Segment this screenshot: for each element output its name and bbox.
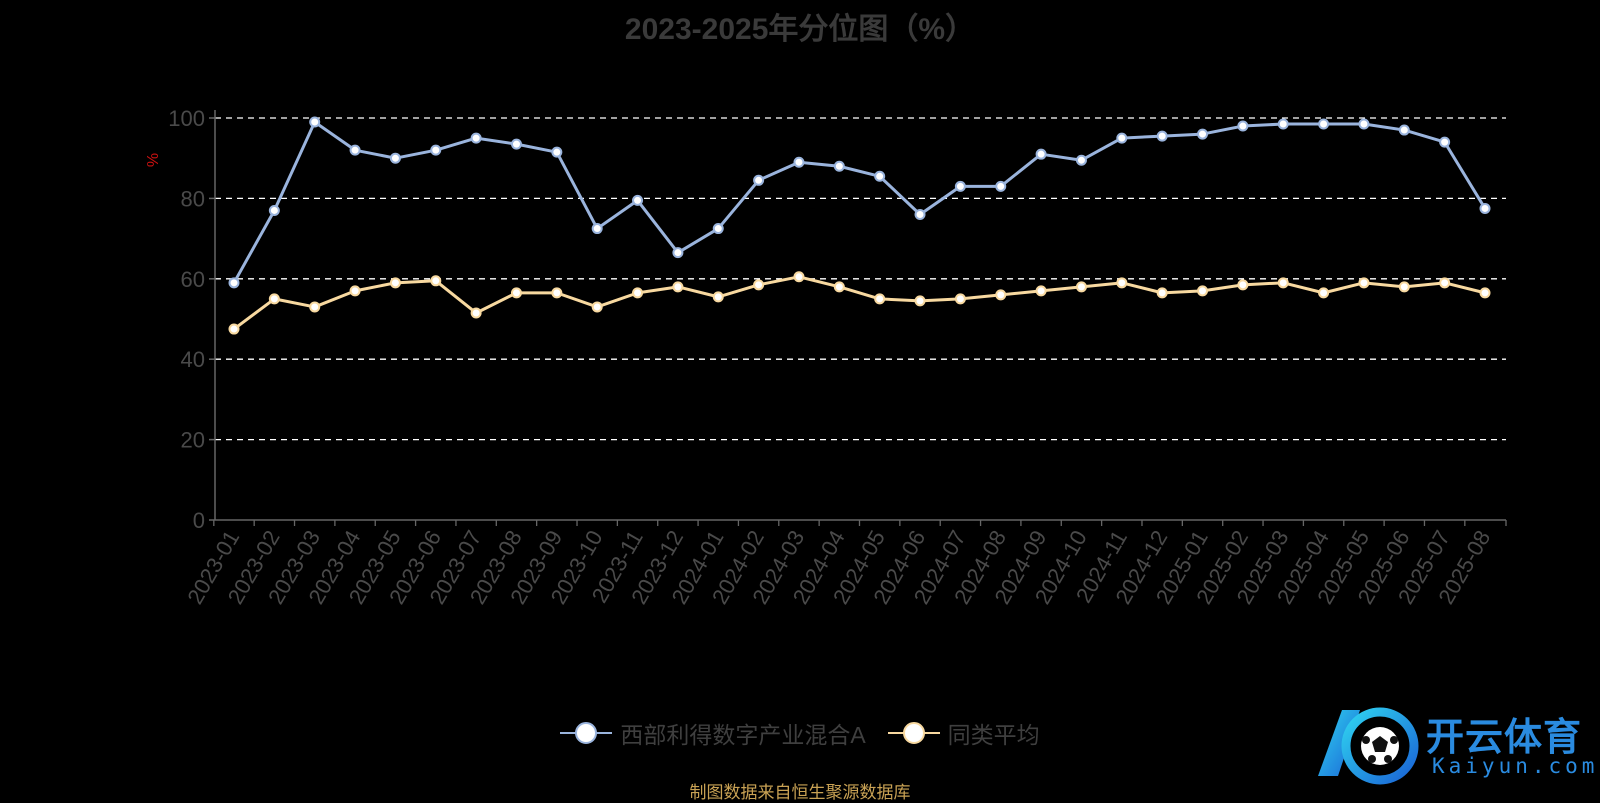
data-point[interactable] xyxy=(591,301,603,313)
legend-label: 西部利得数字产业混合A xyxy=(620,722,866,748)
data-point[interactable] xyxy=(793,271,805,283)
y-tick-label: 20 xyxy=(181,428,205,453)
data-point[interactable] xyxy=(1156,130,1168,142)
data-point[interactable] xyxy=(268,204,280,216)
data-point[interactable] xyxy=(1439,136,1451,148)
data-point[interactable] xyxy=(430,275,442,287)
data-point[interactable] xyxy=(228,277,240,289)
logo-domain: Kaiyun.com xyxy=(1432,754,1599,778)
data-point[interactable] xyxy=(389,152,401,164)
data-point[interactable] xyxy=(551,287,563,299)
data-point[interactable] xyxy=(1197,128,1209,140)
legend-marker-icon xyxy=(887,721,940,745)
data-point[interactable] xyxy=(551,146,563,158)
data-point[interactable] xyxy=(349,144,361,156)
data-point[interactable] xyxy=(389,277,401,289)
series-line-0 xyxy=(232,120,1487,284)
data-point[interactable] xyxy=(1277,277,1289,289)
legend-item-0[interactable]: 西部利得数字产业混合A xyxy=(560,716,866,750)
data-point[interactable] xyxy=(712,223,724,235)
series-line-1 xyxy=(233,275,1486,331)
brand-logo: 开云体育 Kaiyun.com xyxy=(1308,696,1594,792)
legend: 西部利得数字产业混合A 同类平均 xyxy=(0,716,1600,750)
data-point[interactable] xyxy=(793,156,805,168)
data-point[interactable] xyxy=(995,289,1007,301)
data-point[interactable] xyxy=(632,287,644,299)
y-axis-label: % xyxy=(145,153,162,167)
data-point[interactable] xyxy=(591,223,603,235)
data-point[interactable] xyxy=(954,293,966,305)
y-tick-label: 0 xyxy=(193,508,205,533)
data-point[interactable] xyxy=(1358,118,1370,130)
y-tick-label: 80 xyxy=(181,186,205,211)
data-point[interactable] xyxy=(228,323,240,335)
logo-name: 开云体育 xyxy=(1426,717,1583,759)
data-point[interactable] xyxy=(874,170,886,182)
data-point[interactable] xyxy=(510,287,522,299)
data-point[interactable] xyxy=(632,194,644,206)
data-point[interactable] xyxy=(1156,287,1168,299)
data-point[interactable] xyxy=(833,281,845,293)
data-point[interactable] xyxy=(268,293,280,305)
data-point[interactable] xyxy=(753,279,765,291)
data-point[interactable] xyxy=(430,144,442,156)
data-point[interactable] xyxy=(672,281,684,293)
data-point[interactable] xyxy=(1116,277,1128,289)
data-point[interactable] xyxy=(309,116,321,128)
data-point[interactable] xyxy=(510,138,522,150)
y-tick-label: 40 xyxy=(181,347,205,372)
data-point[interactable] xyxy=(1237,279,1249,291)
data-point[interactable] xyxy=(672,247,684,259)
data-point[interactable] xyxy=(1479,202,1491,214)
data-point[interactable] xyxy=(1398,281,1410,293)
data-point[interactable] xyxy=(1318,287,1330,299)
data-point[interactable] xyxy=(1398,124,1410,136)
data-point[interactable] xyxy=(1358,277,1370,289)
data-point[interactable] xyxy=(753,174,765,186)
legend-label: 同类平均 xyxy=(947,722,1040,748)
data-point[interactable] xyxy=(1035,148,1047,160)
y-tick-label: 100 xyxy=(168,106,205,131)
data-point[interactable] xyxy=(1197,285,1209,297)
data-point[interactable] xyxy=(470,307,482,319)
data-point[interactable] xyxy=(914,295,926,307)
data-point[interactable] xyxy=(309,301,321,313)
data-point[interactable] xyxy=(1075,154,1087,166)
data-point[interactable] xyxy=(1479,287,1491,299)
data-point[interactable] xyxy=(712,291,724,303)
legend-item-1[interactable]: 同类平均 xyxy=(887,716,1040,750)
source-note: 制图数据来自恒生聚源数据库 xyxy=(689,783,911,802)
legend-marker-icon xyxy=(560,721,613,745)
chart-title: 2023-2025年分位图（%） xyxy=(624,13,976,46)
soccer-ball-icon xyxy=(1318,707,1419,785)
data-point[interactable] xyxy=(470,132,482,144)
data-point[interactable] xyxy=(1439,277,1451,289)
data-point[interactable] xyxy=(833,160,845,172)
data-point[interactable] xyxy=(1075,281,1087,293)
data-point[interactable] xyxy=(995,180,1007,192)
data-point[interactable] xyxy=(914,208,926,220)
data-point[interactable] xyxy=(1116,132,1128,144)
data-point[interactable] xyxy=(1035,285,1047,297)
data-point[interactable] xyxy=(1277,118,1289,130)
data-point[interactable] xyxy=(1318,118,1330,130)
data-point[interactable] xyxy=(349,285,361,297)
y-tick-label: 60 xyxy=(181,267,205,292)
data-point[interactable] xyxy=(954,180,966,192)
data-point[interactable] xyxy=(1237,120,1249,132)
data-point[interactable] xyxy=(874,293,886,305)
